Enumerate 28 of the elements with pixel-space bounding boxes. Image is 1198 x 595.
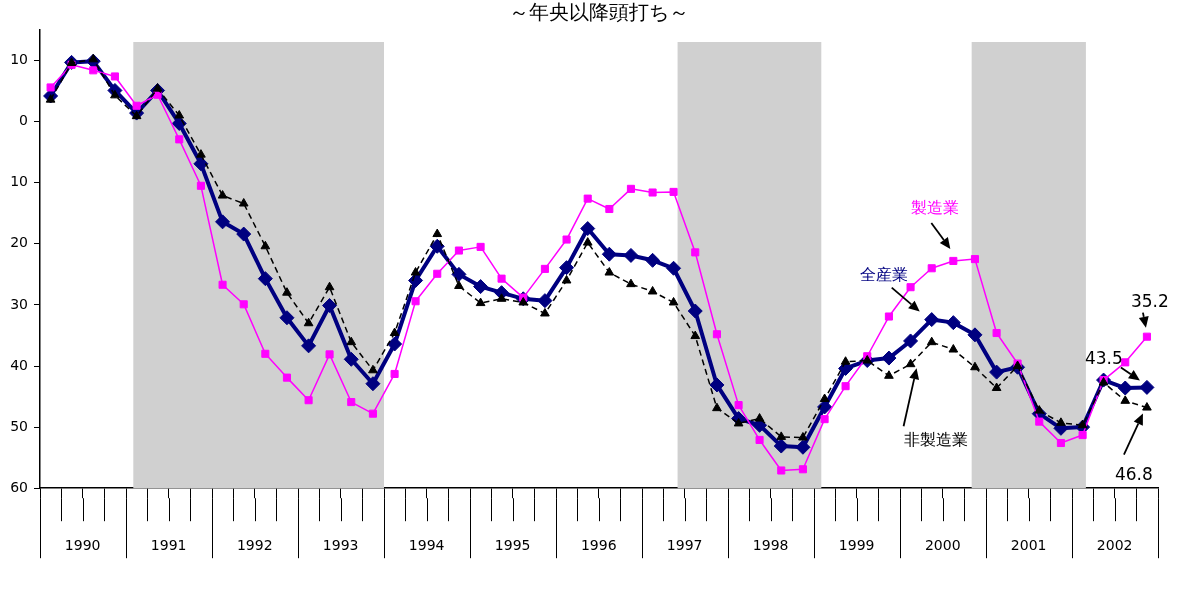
x-tick-label: 1995	[494, 537, 531, 554]
y-tick-label: 40	[10, 356, 28, 373]
data-label: 43.5	[1084, 347, 1123, 368]
x-tick-label: 1994	[408, 537, 445, 554]
y-tick-label: 10	[10, 173, 28, 190]
x-tick-label: 1999	[838, 537, 875, 554]
x-tick-label: 1991	[150, 537, 187, 554]
chart-title: ～年央以降頭打ち～	[509, 0, 689, 25]
y-tick-label: 30	[10, 295, 28, 312]
x-tick-label: 1998	[752, 537, 789, 554]
x-tick-label: 2000	[924, 537, 961, 554]
x-tick-label: 1992	[236, 537, 273, 554]
text: 製造業	[911, 198, 960, 218]
y-tick-label: 60	[10, 478, 28, 495]
x-tick-label: 2001	[1010, 537, 1047, 554]
x-tick-label: 1993	[322, 537, 359, 554]
y-tick-label: 0	[19, 112, 28, 129]
x-tick-label: 1996	[580, 537, 617, 554]
data-label: 35.2	[1130, 291, 1169, 312]
data-label: 46.8	[1114, 463, 1153, 484]
x-tick-label: 1997	[666, 537, 703, 554]
text: 非製造業	[903, 430, 968, 450]
y-tick-label: 50	[10, 417, 28, 434]
x-tick-label: 2002	[1096, 537, 1133, 554]
text: 全産業	[859, 264, 908, 284]
y-tick-label: 10	[10, 51, 28, 68]
x-tick-label: 1990	[64, 537, 101, 554]
y-tick-label: 20	[10, 234, 28, 251]
